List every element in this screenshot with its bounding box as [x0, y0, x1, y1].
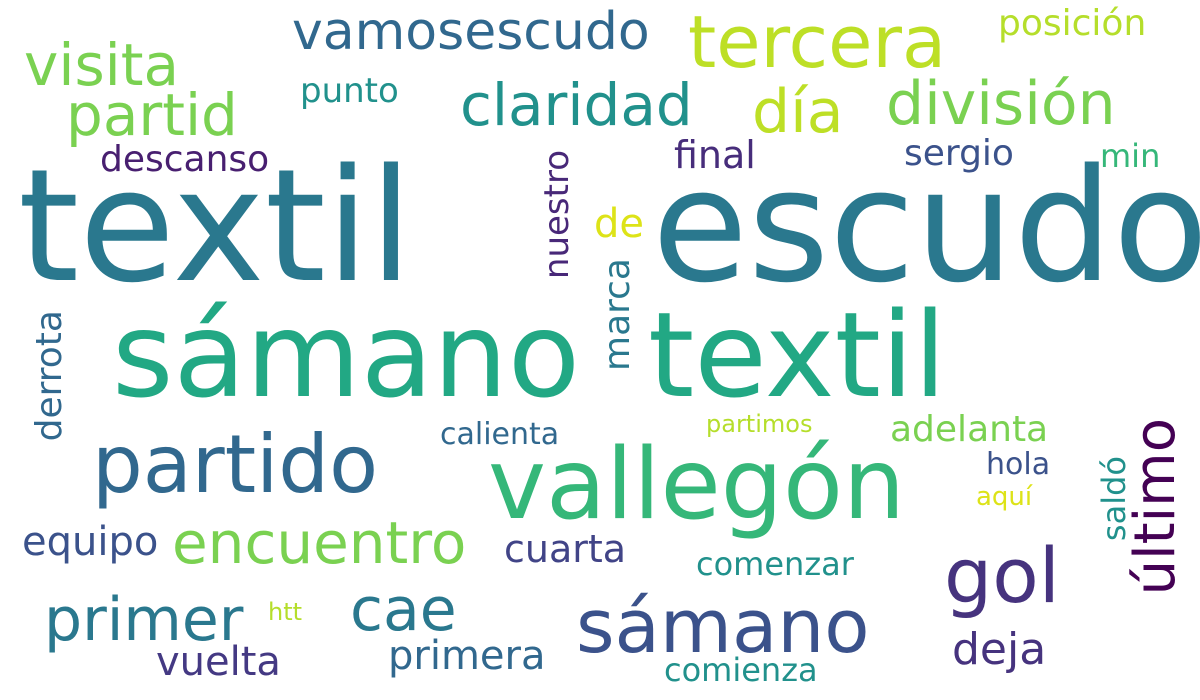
word-aqui: aquí: [976, 482, 1033, 512]
word-marca: marca: [597, 258, 638, 371]
word-htt: htt: [268, 598, 303, 626]
word-cae: cae: [350, 575, 457, 645]
word-claridad: claridad: [460, 71, 693, 139]
word-encuentro: encuentro: [172, 509, 467, 577]
word-textil-large: textil: [18, 135, 413, 317]
word-comienza: comienza: [664, 651, 818, 689]
word-samano-large: sámano: [112, 286, 581, 424]
word-escudo: escudo: [652, 135, 1200, 317]
word-posicion: posición: [998, 3, 1147, 44]
word-visita: visita: [24, 31, 180, 99]
word-vuelta: vuelta: [156, 639, 281, 685]
word-equipo: equipo: [22, 519, 159, 565]
word-deja: deja: [952, 624, 1047, 675]
word-calienta: calienta: [440, 417, 560, 452]
word-sergio: sergio: [904, 133, 1014, 174]
word-partid: partid: [66, 81, 238, 149]
word-gol: gol: [944, 531, 1060, 620]
word-nuestro: nuestro: [537, 150, 577, 280]
word-punto: punto: [300, 71, 399, 111]
word-tercera: tercera: [688, 0, 947, 84]
word-primera: primera: [388, 633, 546, 679]
word-descanso: descanso: [100, 139, 270, 180]
word-textil-second: textil: [648, 286, 947, 424]
word-hola: hola: [986, 447, 1051, 482]
word-samano-small: sámano: [576, 584, 870, 670]
word-comenzar: comenzar: [696, 545, 854, 583]
word-dia: día: [752, 77, 844, 147]
word-de: de: [594, 201, 644, 247]
word-adelanta: adelanta: [890, 409, 1049, 450]
word-partido: partido: [92, 418, 379, 511]
word-min: min: [1100, 137, 1161, 175]
word-primer: primer: [44, 585, 244, 655]
word-final: final: [674, 133, 756, 177]
word-partimos: partimos: [706, 410, 813, 438]
word-derrota: derrota: [29, 310, 70, 442]
word-cuarta: cuarta: [504, 527, 627, 571]
word-vallegon: vallegón: [488, 428, 906, 542]
word-vamosescudo: vamosescudo: [292, 2, 650, 62]
word-saldo: saldó: [1095, 456, 1133, 542]
word-division: división: [886, 69, 1116, 139]
word-ultimo: último: [1123, 418, 1188, 596]
